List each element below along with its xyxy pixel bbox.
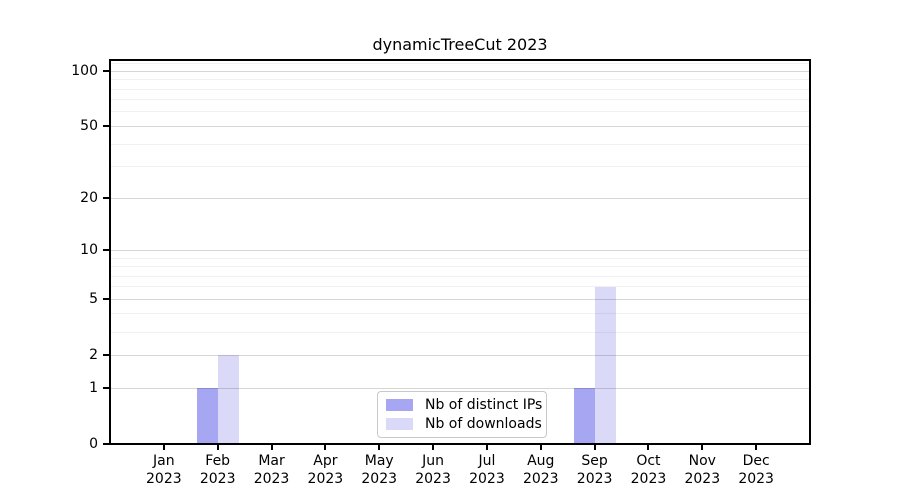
x-tick-month: Jul — [478, 453, 496, 469]
x-tick-year: 2023 — [738, 471, 774, 487]
bar-downloads — [217, 355, 239, 444]
x-tick-label: Feb 2023 — [183, 452, 253, 488]
y-tick-label: 10 — [80, 242, 98, 259]
x-tick-year: 2023 — [199, 471, 236, 487]
gridline-major — [110, 70, 810, 72]
x-tick-label: Oct 2023 — [613, 452, 683, 488]
x-tick-label: Jun 2023 — [398, 452, 468, 488]
y-tick-label: 5 — [89, 291, 98, 308]
x-tick-month: Mar — [258, 453, 285, 469]
x-tick — [378, 444, 381, 450]
x-tick-label: Aug 2023 — [506, 452, 576, 488]
legend-label-downloads: Nb of downloads — [425, 415, 542, 432]
gridline-major — [110, 387, 810, 389]
x-tick-month: Sep — [581, 453, 608, 469]
x-tick-month: Jan — [153, 453, 175, 469]
gridline-major — [110, 249, 810, 251]
legend-swatch-downloads — [386, 417, 413, 430]
x-tick-year: 2023 — [469, 471, 505, 487]
gridline-minor — [110, 286, 810, 288]
x-tick-year: 2023 — [415, 471, 451, 487]
gridline-minor — [110, 111, 810, 113]
x-tick — [593, 444, 596, 450]
gridline-major — [110, 125, 810, 127]
x-tick-year: 2023 — [253, 471, 290, 487]
y-tick — [103, 125, 110, 128]
gridline-minor — [110, 143, 810, 145]
bar-distinct-ips — [573, 388, 595, 444]
legend-swatch-distinct-ips — [386, 399, 413, 412]
gridline-minor — [110, 79, 810, 81]
y-tick — [103, 443, 110, 445]
y-tick-label: 2 — [89, 347, 98, 364]
gridline-minor — [110, 313, 810, 315]
y-tick — [103, 197, 110, 200]
x-tick — [432, 444, 435, 450]
y-tick-label: 50 — [80, 118, 98, 135]
chart-title: dynamicTreeCut 2023 — [372, 35, 548, 54]
y-tick — [103, 249, 110, 252]
x-tick-year: 2023 — [307, 471, 344, 487]
x-tick — [270, 444, 273, 450]
x-tick-label: Sep 2023 — [560, 452, 630, 488]
x-tick — [324, 444, 327, 450]
y-tick — [103, 387, 110, 389]
x-tick-label: Apr 2023 — [290, 452, 360, 488]
x-tick — [539, 444, 542, 450]
gridline-minor — [110, 331, 810, 333]
gridline-minor — [110, 275, 810, 277]
gridline-major — [110, 197, 810, 199]
gridline-minor — [110, 63, 810, 65]
legend-label-distinct-ips: Nb of distinct IPs — [425, 397, 543, 414]
legend-item-distinct-ips: Nb of distinct IPs — [386, 396, 542, 415]
plot-border — [109, 59, 811, 445]
y-tick-label: 1 — [89, 380, 98, 396]
x-tick — [485, 444, 488, 450]
y-tick — [103, 354, 110, 357]
x-tick-year: 2023 — [522, 471, 559, 487]
x-tick-year: 2023 — [576, 471, 613, 487]
legend: Nb of distinct IPs Nb of downloads — [377, 391, 547, 438]
x-tick — [647, 444, 650, 450]
gridline-minor — [110, 266, 810, 267]
x-tick-label: Nov 2023 — [667, 452, 737, 488]
gridline-major — [110, 298, 810, 300]
x-tick-month: Aug — [527, 453, 555, 469]
x-tick-label: Dec 2023 — [721, 452, 791, 488]
gridline-minor — [110, 88, 810, 90]
gridline-minor — [110, 166, 810, 168]
x-tick-month: May — [364, 453, 394, 469]
gridline-minor — [110, 257, 810, 259]
x-tick-label: May 2023 — [344, 452, 414, 488]
x-tick — [755, 444, 758, 450]
gridline-minor — [110, 99, 810, 101]
bar-distinct-ips — [196, 388, 218, 444]
x-tick-month: Jun — [422, 453, 444, 469]
x-tick-year: 2023 — [146, 471, 182, 487]
bar-downloads — [594, 286, 616, 444]
x-tick — [162, 444, 165, 450]
x-tick-label: Mar 2023 — [237, 452, 307, 488]
x-tick-month: Apr — [313, 453, 338, 469]
x-tick-month: Nov — [688, 453, 716, 469]
y-tick-label: 20 — [80, 190, 98, 207]
x-tick-year: 2023 — [630, 471, 667, 487]
y-tick — [103, 298, 110, 301]
y-tick-label: 100 — [71, 63, 98, 80]
x-tick — [216, 444, 219, 450]
x-tick-year: 2023 — [361, 471, 398, 487]
x-tick-label: Jan 2023 — [129, 452, 199, 488]
x-tick-month: Oct — [636, 453, 661, 469]
x-tick-month: Feb — [205, 453, 231, 469]
legend-item-downloads: Nb of downloads — [386, 415, 542, 434]
x-tick-year: 2023 — [684, 471, 721, 487]
x-tick — [701, 444, 704, 450]
x-tick-label: Jul 2023 — [452, 452, 522, 488]
y-tick-label: 0 — [89, 436, 98, 452]
y-tick — [103, 70, 110, 73]
gridline-major — [110, 354, 810, 356]
x-tick-month: Dec — [742, 453, 770, 469]
